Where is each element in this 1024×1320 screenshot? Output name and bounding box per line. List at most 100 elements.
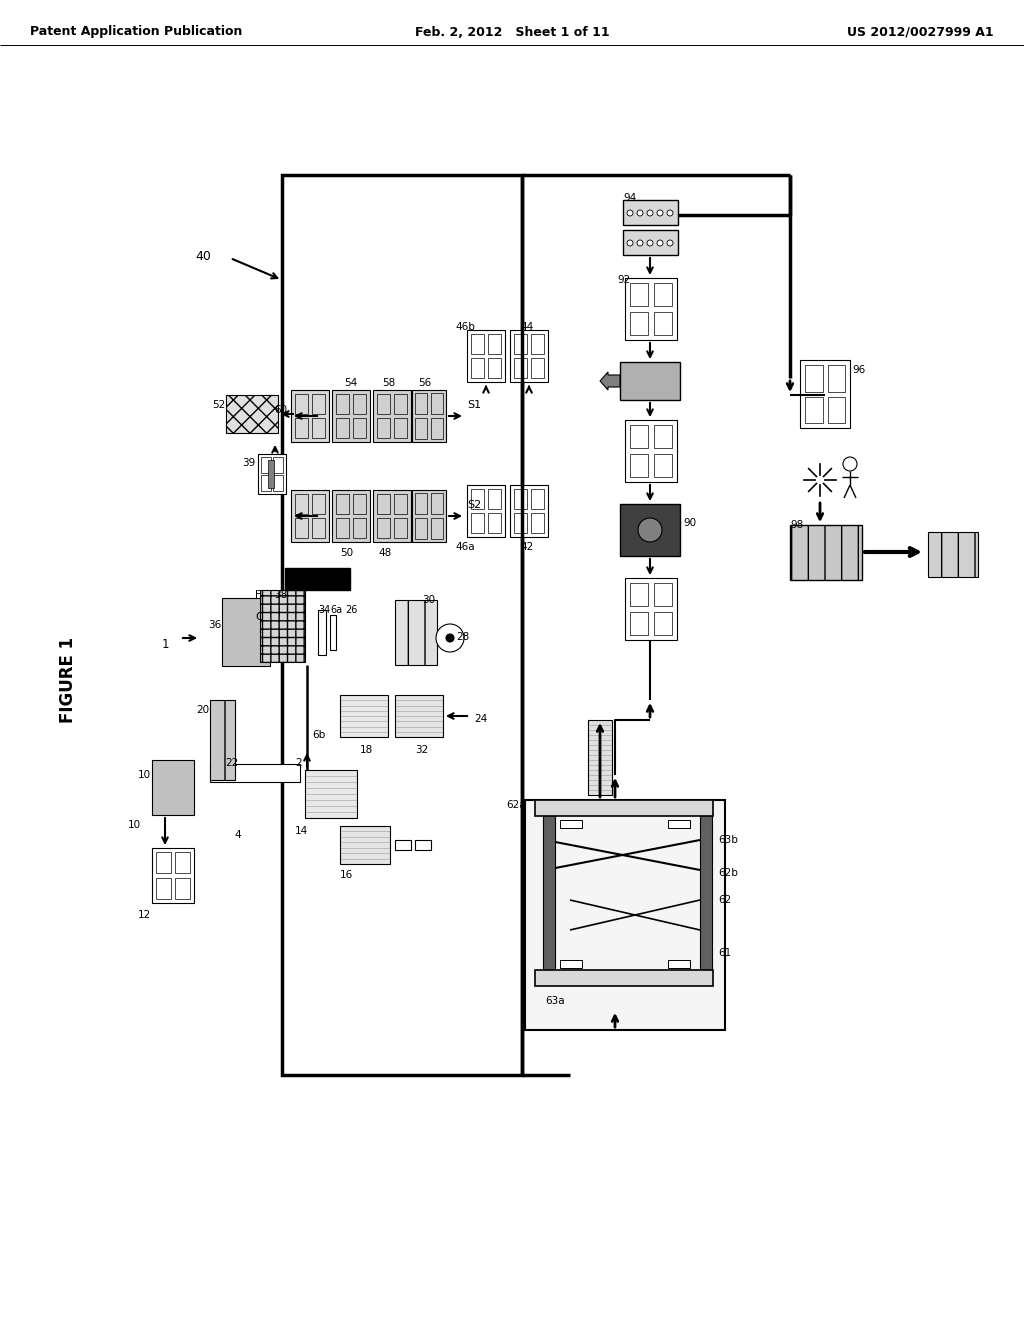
Text: US 2012/0027999 A1: US 2012/0027999 A1 [848,25,994,38]
Bar [653,312,672,335]
Text: 52: 52 [212,400,225,411]
Bar [395,601,437,665]
Circle shape [667,240,673,246]
Bar [412,490,446,543]
Text: 90: 90 [683,517,696,528]
FancyArrow shape [600,372,620,389]
Bar [625,279,677,341]
Text: 61: 61 [718,948,731,958]
Bar [340,696,388,737]
Bar [336,393,349,414]
Bar [210,764,300,781]
Bar [395,840,411,850]
Bar [273,457,284,473]
Bar [800,360,850,428]
Bar [630,611,648,635]
Bar [373,389,411,442]
Text: 62a: 62a [507,800,526,810]
Bar [285,568,350,590]
Bar [805,396,822,422]
Text: 30: 30 [422,595,435,605]
Text: 94: 94 [623,193,636,203]
Circle shape [647,240,653,246]
Bar [268,459,274,488]
Text: F: F [255,590,261,601]
Bar [653,454,672,477]
Text: 18: 18 [360,744,374,755]
Text: 46a: 46a [455,543,475,552]
Bar [928,532,978,577]
Bar [653,284,672,306]
Bar [620,504,680,556]
Bar [305,770,357,818]
Bar [273,475,284,491]
Bar [353,393,367,414]
Bar [827,366,845,392]
Text: 22: 22 [225,758,239,768]
Bar [471,334,484,354]
Text: 1: 1 [162,638,170,651]
Bar [431,517,442,539]
Circle shape [627,240,633,246]
Circle shape [667,210,673,216]
Text: 63b: 63b [718,836,738,845]
Bar [416,417,427,438]
Text: 98: 98 [790,520,803,531]
Bar [625,578,677,640]
Bar [431,494,442,515]
Text: 24: 24 [474,714,487,723]
Text: 14: 14 [295,826,308,836]
Circle shape [446,634,454,642]
Circle shape [637,240,643,246]
Bar [295,418,308,438]
Bar [487,488,501,510]
Bar [332,389,370,442]
Bar [514,513,527,533]
Bar [588,719,612,795]
Text: S1: S1 [467,400,481,411]
Bar [152,760,194,814]
Bar [295,393,308,414]
Bar [514,488,527,510]
Text: 62: 62 [718,895,731,906]
Bar [394,393,408,414]
Bar [336,517,349,539]
Bar [312,418,326,438]
Text: 38: 38 [274,590,288,601]
Bar [630,583,648,606]
Text: 62b: 62b [718,869,738,878]
Bar [653,425,672,449]
Text: 50: 50 [340,548,353,558]
Bar [416,517,427,539]
Text: 46b: 46b [455,322,475,333]
Bar [394,494,408,513]
Bar [525,800,725,1030]
Bar [630,284,648,306]
Circle shape [627,210,633,216]
Text: 12: 12 [138,909,152,920]
Bar [620,362,680,400]
Text: 4: 4 [234,830,241,840]
Bar [353,418,367,438]
Bar [377,393,390,414]
Bar [377,418,390,438]
Text: 32: 32 [415,744,428,755]
Bar [653,611,672,635]
Bar [487,358,501,379]
Bar [260,590,305,663]
Text: 36: 36 [208,620,221,630]
Bar [395,696,443,737]
Bar [353,517,367,539]
Bar [394,517,408,539]
Text: 54: 54 [344,378,357,388]
Circle shape [637,210,643,216]
Text: 10: 10 [138,770,152,780]
Text: 48: 48 [378,548,391,558]
Bar [827,396,845,422]
Bar [668,820,690,828]
Bar [668,960,690,968]
Text: 60: 60 [274,405,287,414]
Bar [336,418,349,438]
Text: S2: S2 [467,500,481,510]
Bar [514,358,527,379]
